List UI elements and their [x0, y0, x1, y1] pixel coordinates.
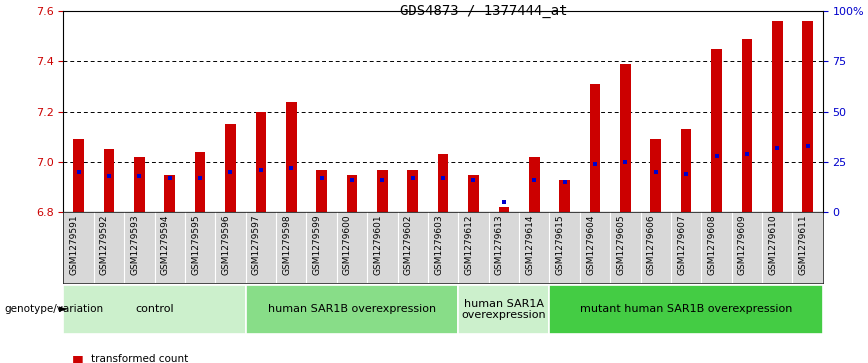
Text: GSM1279614: GSM1279614: [525, 215, 534, 275]
Bar: [377, 170, 388, 212]
Bar: [437, 154, 449, 212]
Bar: [346, 175, 358, 212]
Text: transformed count: transformed count: [91, 354, 188, 363]
Text: GDS4873 / 1377444_at: GDS4873 / 1377444_at: [399, 4, 567, 18]
Bar: [225, 124, 236, 212]
Text: GSM1279615: GSM1279615: [556, 215, 564, 275]
Text: ■: ■: [72, 353, 84, 363]
Text: GSM1279599: GSM1279599: [312, 215, 321, 275]
Text: GSM1279602: GSM1279602: [404, 215, 412, 275]
Bar: [711, 49, 722, 212]
Text: GSM1279605: GSM1279605: [616, 215, 625, 275]
Bar: [194, 152, 206, 212]
Text: GSM1279613: GSM1279613: [495, 215, 503, 275]
Text: genotype/variation: genotype/variation: [4, 305, 103, 314]
Bar: [458, 285, 549, 334]
Bar: [681, 129, 692, 212]
Bar: [529, 157, 540, 212]
Text: human SAR1A
overexpression: human SAR1A overexpression: [462, 299, 546, 320]
Text: GSM1279592: GSM1279592: [100, 215, 109, 275]
Bar: [316, 170, 327, 212]
Bar: [63, 285, 246, 334]
Bar: [255, 111, 266, 212]
Bar: [589, 84, 601, 212]
Text: GSM1279601: GSM1279601: [373, 215, 382, 275]
Text: GSM1279597: GSM1279597: [252, 215, 260, 275]
Text: GSM1279607: GSM1279607: [677, 215, 686, 275]
Bar: [620, 64, 631, 212]
Text: GSM1279610: GSM1279610: [768, 215, 777, 275]
Text: GSM1279595: GSM1279595: [191, 215, 200, 275]
Bar: [246, 285, 458, 334]
Bar: [559, 180, 570, 212]
Bar: [134, 157, 145, 212]
Text: mutant human SAR1B overexpression: mutant human SAR1B overexpression: [580, 305, 792, 314]
Text: GSM1279608: GSM1279608: [707, 215, 716, 275]
Text: GSM1279598: GSM1279598: [282, 215, 291, 275]
Text: GSM1279593: GSM1279593: [130, 215, 139, 275]
Text: GSM1279611: GSM1279611: [799, 215, 807, 275]
Bar: [650, 139, 661, 212]
Bar: [498, 207, 510, 212]
Text: GSM1279604: GSM1279604: [586, 215, 595, 275]
Text: GSM1279600: GSM1279600: [343, 215, 352, 275]
Bar: [802, 21, 813, 212]
Bar: [103, 150, 115, 212]
Bar: [407, 170, 418, 212]
Bar: [73, 139, 84, 212]
Text: GSM1279609: GSM1279609: [738, 215, 746, 275]
Bar: [741, 38, 753, 212]
Text: GSM1279612: GSM1279612: [464, 215, 473, 275]
Text: GSM1279603: GSM1279603: [434, 215, 443, 275]
Text: control: control: [135, 305, 174, 314]
Text: GSM1279591: GSM1279591: [69, 215, 78, 275]
Text: human SAR1B overexpression: human SAR1B overexpression: [268, 305, 436, 314]
Text: GSM1279596: GSM1279596: [221, 215, 230, 275]
Bar: [468, 175, 479, 212]
Text: ►: ►: [59, 305, 68, 314]
Bar: [164, 175, 175, 212]
Text: GSM1279606: GSM1279606: [647, 215, 655, 275]
Bar: [772, 21, 783, 212]
Bar: [286, 102, 297, 212]
Text: GSM1279594: GSM1279594: [161, 215, 169, 275]
Bar: [549, 285, 823, 334]
